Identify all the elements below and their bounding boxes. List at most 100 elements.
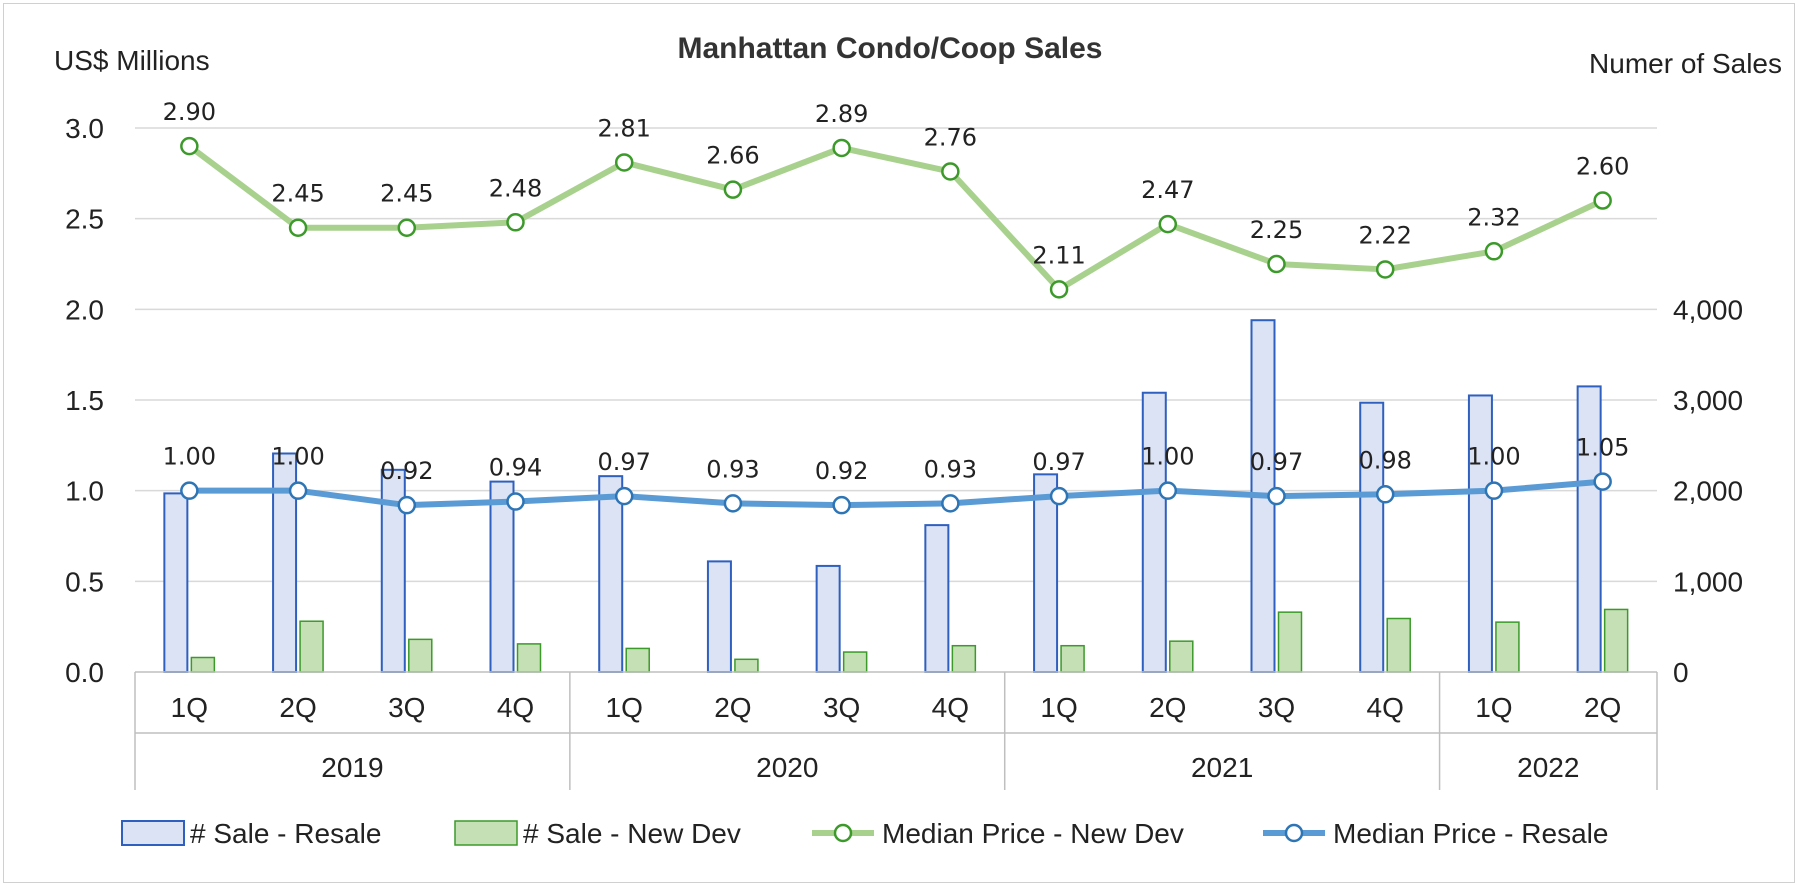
point-median-price-resale — [1049, 486, 1069, 506]
chart-frame — [3, 3, 1795, 883]
legend-label-median-resale: Median Price - Resale — [1333, 818, 1608, 849]
legend-swatch-new-dev — [454, 820, 518, 846]
right-tick-label: 4,000 — [1673, 294, 1743, 325]
bar-new-dev — [1060, 644, 1085, 673]
point-median-price-resale — [614, 486, 634, 506]
bar-new-dev — [190, 656, 216, 673]
data-label-new-dev: 2.32 — [1467, 203, 1520, 231]
data-label-new-dev: 2.25 — [1250, 216, 1303, 244]
point-median-price-new-dev — [832, 138, 851, 158]
point-median-price-new-dev — [1593, 191, 1612, 210]
legend-label-median-new-dev: Median Price - New Dev — [882, 818, 1184, 849]
quarter-label: 2Q — [1584, 692, 1621, 723]
quarter-label: 4Q — [932, 692, 969, 723]
legend: # Sale - Resale # Sale - New Dev Median Pr… — [121, 818, 1608, 849]
data-label-resale: 0.93 — [706, 455, 759, 483]
data-label-new-dev: 2.47 — [1141, 176, 1194, 204]
bar-new-dev — [842, 651, 868, 673]
quarter-label: 3Q — [388, 692, 425, 723]
point-median-price-resale — [288, 481, 308, 500]
quarter-label: 1Q — [1475, 692, 1512, 723]
point-median-price-resale — [1375, 485, 1395, 504]
bar-new-dev — [625, 647, 650, 673]
data-label-new-dev: 2.11 — [1032, 241, 1085, 269]
bar-new-dev — [1495, 621, 1520, 673]
left-tick-label: 2.5 — [65, 204, 104, 235]
data-label-new-dev: 2.45 — [271, 180, 324, 208]
legend-marker-median-resale — [1284, 823, 1304, 843]
bar-resale — [815, 564, 841, 673]
bar-new-dev — [299, 620, 324, 673]
quarter-label: 3Q — [823, 692, 860, 723]
left-tick-label: 1.5 — [65, 385, 104, 416]
point-median-price-new-dev — [506, 213, 525, 232]
bar-new-dev — [1169, 640, 1194, 673]
bar-resale — [924, 524, 950, 673]
data-label-new-dev: 2.89 — [815, 100, 868, 128]
quarter-label: 3Q — [1258, 692, 1295, 723]
data-label-resale: 0.93 — [924, 455, 977, 483]
point-median-price-new-dev — [1267, 254, 1286, 274]
point-median-price-new-dev — [1484, 242, 1504, 261]
gridlines — [135, 127, 1657, 583]
data-label-new-dev: 2.90 — [163, 98, 216, 126]
data-label-new-dev: 2.22 — [1358, 221, 1411, 249]
bar-new-dev — [1603, 608, 1629, 673]
data-label-resale: 0.98 — [1358, 446, 1411, 474]
line-median-price-resale — [189, 478, 1603, 509]
quarter-label: 1Q — [606, 692, 643, 723]
left-tick-label: 3.0 — [65, 113, 104, 144]
legend-swatch-resale — [121, 820, 185, 846]
year-label: 2020 — [756, 752, 818, 783]
bar-resale — [489, 480, 515, 673]
quarter-label: 4Q — [497, 692, 534, 723]
point-median-price-new-dev — [723, 180, 743, 199]
bar-new-dev — [516, 643, 542, 673]
bar-resale — [1359, 401, 1385, 673]
quarter-label: 2Q — [279, 692, 316, 723]
point-median-price-resale — [1484, 481, 1504, 500]
quarter-label: 1Q — [171, 692, 208, 723]
point-median-price-new-dev — [180, 136, 199, 156]
left-axis-title: US$ Millions — [54, 45, 210, 76]
bar-resale — [1033, 473, 1059, 674]
data-label-new-dev: 2.60 — [1576, 153, 1629, 181]
bar-new-dev — [1386, 617, 1411, 673]
point-median-price-new-dev — [397, 218, 417, 237]
left-tick-label: 0.0 — [65, 657, 104, 688]
legend-marker-median-new-dev — [833, 823, 853, 843]
data-label-new-dev: 2.45 — [380, 180, 433, 208]
data-label-resale: 1.00 — [1141, 443, 1194, 471]
right-tick-label: 2,000 — [1673, 476, 1743, 507]
data-label-resale: 0.97 — [597, 448, 650, 476]
line-median-price-new-dev — [187, 143, 1604, 293]
data-label-resale: 0.92 — [380, 457, 433, 485]
left-tick-label: 2.0 — [65, 294, 104, 325]
right-axis-title: Numer of Sales — [1589, 48, 1782, 79]
year-label: 2021 — [1191, 752, 1253, 783]
point-median-price-resale — [1593, 472, 1612, 491]
bar-resale — [1576, 385, 1602, 673]
point-median-price-resale — [397, 495, 417, 515]
point-median-price-new-dev — [614, 153, 634, 172]
quarter-label: 2Q — [714, 692, 751, 723]
data-label-new-dev: 2.76 — [924, 124, 977, 152]
data-label-resale: 1.00 — [1467, 443, 1520, 471]
bar-resale — [706, 560, 732, 673]
point-median-price-resale — [506, 492, 525, 511]
bar-resale — [1467, 394, 1493, 673]
bar-new-dev — [951, 644, 977, 673]
data-label-resale: 0.97 — [1032, 448, 1085, 476]
quarter-label: 2Q — [1149, 692, 1186, 723]
year-label: 2022 — [1517, 752, 1579, 783]
y-axes: 0.0 0.5 1.0 1.5 2.0 2.5 3.0 0 1,000 2,000 3,000 4,0… — [65, 113, 1743, 688]
point-median-price-resale — [941, 494, 960, 513]
data-label-resale: 1.00 — [271, 443, 324, 471]
quarter-label: 4Q — [1367, 692, 1404, 723]
bar-resale — [1141, 391, 1167, 673]
data-label-new-dev: 2.81 — [597, 114, 650, 142]
bar-new-dev — [408, 638, 433, 673]
left-tick-label: 1.0 — [65, 476, 104, 507]
